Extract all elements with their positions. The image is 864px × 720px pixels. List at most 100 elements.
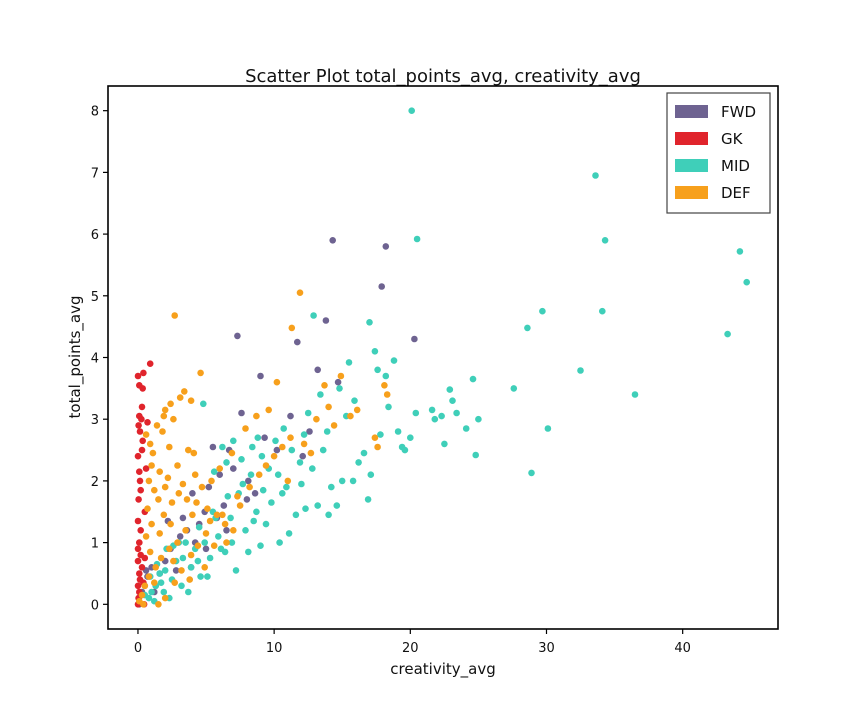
y-tick-label: 1 <box>91 537 99 552</box>
data-point <box>258 452 266 460</box>
data-point <box>183 496 191 503</box>
data-point <box>187 551 195 559</box>
data-point <box>155 601 162 608</box>
data-point <box>413 235 421 243</box>
data-point <box>136 428 144 435</box>
data-point <box>253 412 260 420</box>
legend-label: GK <box>721 130 744 148</box>
data-point <box>299 452 307 460</box>
data-point <box>334 378 342 386</box>
data-point <box>367 471 375 479</box>
data-point <box>186 576 193 583</box>
x-tick-label: 40 <box>674 641 691 656</box>
data-point <box>134 557 142 565</box>
data-point <box>261 434 268 442</box>
legend-label: FWD <box>721 103 756 121</box>
data-point <box>313 415 320 423</box>
data-point <box>134 582 142 590</box>
data-point <box>161 483 169 491</box>
data-point <box>216 465 223 472</box>
x-tick-label: 20 <box>402 641 419 656</box>
data-point <box>190 449 198 457</box>
series-gk <box>134 360 154 608</box>
data-point <box>206 554 214 562</box>
data-point <box>314 366 322 374</box>
data-point <box>247 471 255 479</box>
data-point <box>230 527 237 534</box>
data-point <box>243 496 251 503</box>
data-point <box>151 486 158 494</box>
data-point <box>182 527 189 534</box>
data-point <box>171 312 178 319</box>
data-point <box>146 548 154 556</box>
data-point <box>314 502 322 509</box>
data-point <box>187 397 195 405</box>
y-axis-label: total_points_avg <box>66 296 85 419</box>
data-point <box>398 443 406 451</box>
data-point <box>138 591 146 599</box>
data-point <box>298 480 305 488</box>
data-point <box>330 422 338 429</box>
data-point <box>383 391 391 398</box>
data-point <box>453 409 460 417</box>
data-point <box>287 412 294 420</box>
data-point <box>296 459 304 466</box>
y-axis-ticks: 0 1 2 3 4 5 6 7 8 <box>91 105 108 613</box>
data-point <box>161 594 169 602</box>
data-point <box>178 582 185 590</box>
data-point <box>193 499 200 506</box>
data-point <box>174 539 181 546</box>
data-point <box>202 545 210 553</box>
data-point <box>446 386 454 393</box>
data-point <box>441 440 448 448</box>
data-point <box>208 477 215 485</box>
data-point <box>431 415 439 423</box>
data-point <box>156 570 163 577</box>
data-point <box>366 319 373 326</box>
data-point <box>412 409 420 417</box>
data-point <box>288 324 296 332</box>
data-point <box>310 312 317 319</box>
data-point <box>364 496 372 503</box>
data-point <box>411 335 418 343</box>
data-point <box>228 539 236 546</box>
data-point <box>539 307 546 315</box>
data-point <box>137 527 144 534</box>
data-point <box>136 539 143 546</box>
y-tick-label: 5 <box>91 290 99 305</box>
series-mid <box>141 107 750 605</box>
data-point <box>191 471 199 479</box>
data-point <box>182 539 189 546</box>
data-point <box>136 468 143 476</box>
data-point <box>321 382 328 389</box>
y-tick-label: 6 <box>91 228 99 243</box>
data-point <box>223 527 230 534</box>
data-point <box>322 317 330 324</box>
data-point <box>360 449 368 457</box>
data-point <box>255 471 263 479</box>
data-point <box>394 428 402 435</box>
data-point <box>743 278 750 286</box>
data-point <box>462 425 470 432</box>
data-point <box>292 511 300 519</box>
data-point <box>166 443 173 451</box>
data-point <box>195 523 203 531</box>
data-point <box>381 382 388 389</box>
data-point <box>161 567 169 574</box>
data-point <box>168 499 176 506</box>
data-point <box>187 564 195 571</box>
data-point <box>194 557 202 565</box>
data-point <box>134 545 142 553</box>
data-point <box>156 530 163 537</box>
data-point <box>179 514 187 522</box>
data-point <box>156 468 163 476</box>
data-point <box>349 477 357 485</box>
data-point <box>157 554 165 562</box>
data-point <box>345 359 353 366</box>
data-point <box>239 480 247 488</box>
data-point <box>337 372 345 380</box>
data-point <box>601 237 609 244</box>
x-axis-ticks: 0 10 20 30 40 <box>134 629 691 656</box>
data-point <box>242 527 249 534</box>
data-point <box>167 400 174 408</box>
